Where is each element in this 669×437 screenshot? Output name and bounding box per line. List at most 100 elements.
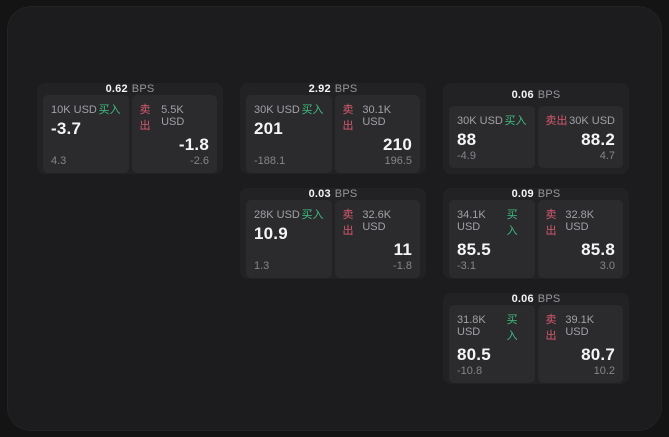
sell-price: 80.7 <box>581 345 615 364</box>
buy-size: 34.1K USD <box>457 209 486 233</box>
sell-tile-header: 卖出 32.6K USD <box>343 206 413 238</box>
buy-price: 88 <box>457 130 477 149</box>
buy-price: 80.5 <box>457 345 491 364</box>
sell-size: 30.1K USD <box>362 104 392 128</box>
spread-value: 2.92 <box>308 83 331 95</box>
sell-size: 39.1K USD <box>565 314 595 338</box>
spread-card: 0.09 BPS 34.1K USD 买入 85.5 -3.1 卖出 32.8K… <box>443 188 629 279</box>
spread-value: 0.06 <box>511 293 534 305</box>
sell-label: 卖出 <box>545 115 568 127</box>
sell-tile-header: 卖出 30.1K USD <box>343 101 413 133</box>
buy-price: 10.9 <box>254 224 288 243</box>
buy-tile-header: 30K USD 买入 <box>254 101 324 117</box>
buy-tile-header: 10K USD 买入 <box>51 101 121 117</box>
spread-value: 0.09 <box>511 188 534 200</box>
buy-tile[interactable]: 34.1K USD 买入 85.5 -3.1 <box>449 200 535 278</box>
buy-size: 30K USD <box>254 104 300 116</box>
sell-label: 卖出 <box>545 209 557 237</box>
sell-tile[interactable]: 卖出 32.8K USD 85.8 3.0 <box>537 200 623 278</box>
buy-label: 买入 <box>504 115 527 127</box>
buy-change: -188.1 <box>254 155 286 167</box>
spread-unit: BPS <box>537 188 561 200</box>
buy-size: 30K USD <box>457 115 503 127</box>
buy-tile-header: 34.1K USD 买入 <box>457 206 527 238</box>
buy-size: 28K USD <box>254 209 300 221</box>
sell-price: 88.2 <box>581 130 615 149</box>
sell-label: 卖出 <box>545 314 557 342</box>
sell-change: 10.2 <box>593 365 615 377</box>
buy-tile-header: 30K USD 买入 <box>457 112 527 128</box>
spread-unit: BPS <box>131 83 155 95</box>
buy-price: -3.7 <box>51 119 82 138</box>
buy-change: -4.9 <box>457 150 476 162</box>
buy-tile[interactable]: 10K USD 买入 -3.7 4.3 <box>43 95 129 173</box>
sell-label: 卖出 <box>139 104 151 132</box>
spread-card: 0.03 BPS 28K USD 买入 10.9 1.3 卖出 32.6K US… <box>240 188 426 279</box>
buy-tile-header: 31.8K USD 买入 <box>457 311 527 343</box>
buy-price: 201 <box>254 119 283 138</box>
buy-change: -3.1 <box>457 260 476 272</box>
spread-unit: BPS <box>537 88 561 101</box>
spread-card: 0.06 BPS 31.8K USD 买入 80.5 -10.8 卖出 39.1… <box>443 293 629 384</box>
spread-header: 0.03 BPS <box>240 188 426 200</box>
sell-price: -1.8 <box>178 135 209 154</box>
spread-card: 2.92 BPS 30K USD 买入 201 -188.1 卖出 30.1K … <box>240 83 426 174</box>
sell-price: 210 <box>383 135 412 154</box>
buy-tile-header: 28K USD 买入 <box>254 206 324 222</box>
app-window: 0.62 BPS 10K USD 买入 -3.7 4.3 卖出 5.5K USD <box>7 6 662 431</box>
buy-tile[interactable]: 30K USD 买入 201 -188.1 <box>246 95 332 173</box>
buy-label: 买入 <box>506 314 518 342</box>
sell-size: 30K USD <box>569 115 615 127</box>
sell-tile[interactable]: 卖出 32.6K USD 11 -1.8 <box>334 200 420 278</box>
spread-value: 0.03 <box>308 188 331 200</box>
sell-label: 卖出 <box>342 104 354 132</box>
sell-change: -2.6 <box>190 155 209 167</box>
sell-tile-header: 卖出 39.1K USD <box>546 311 616 343</box>
buy-change: -10.8 <box>457 365 483 377</box>
spread-header: 2.92 BPS <box>240 83 426 95</box>
sell-tile[interactable]: 卖出 30K USD 88.2 4.7 <box>537 106 623 168</box>
sell-price: 11 <box>393 240 412 259</box>
sell-size: 32.6K USD <box>362 209 392 233</box>
sell-tile[interactable]: 卖出 30.1K USD 210 196.5 <box>334 95 420 173</box>
buy-label: 买入 <box>301 104 324 116</box>
sell-size: 5.5K USD <box>161 104 185 128</box>
sell-tile-header: 卖出 5.5K USD <box>140 101 210 133</box>
spread-header: 0.62 BPS <box>37 83 223 95</box>
spread-header: 0.09 BPS <box>443 188 629 200</box>
quote-grid: 0.62 BPS 10K USD 买入 -3.7 4.3 卖出 5.5K USD <box>37 83 629 384</box>
spread-value: 0.06 <box>511 88 534 101</box>
spread-value: 0.62 <box>105 83 128 95</box>
spread-header: 0.06 BPS <box>443 293 629 305</box>
sell-size: 32.8K USD <box>565 209 595 233</box>
sell-change: 196.5 <box>384 155 412 167</box>
buy-price: 85.5 <box>457 240 491 259</box>
buy-label: 买入 <box>98 104 121 116</box>
sell-label: 卖出 <box>342 209 354 237</box>
quote-tiles: 10K USD 买入 -3.7 4.3 卖出 5.5K USD -1.8 -2.… <box>43 95 217 173</box>
spread-card: 0.62 BPS 10K USD 买入 -3.7 4.3 卖出 5.5K USD <box>37 83 223 174</box>
buy-label: 买入 <box>301 209 324 221</box>
buy-tile[interactable]: 31.8K USD 买入 80.5 -10.8 <box>449 305 535 383</box>
quote-tiles: 31.8K USD 买入 80.5 -10.8 卖出 39.1K USD 80.… <box>449 305 623 383</box>
buy-tile[interactable]: 30K USD 买入 88 -4.9 <box>449 106 535 168</box>
buy-change: 4.3 <box>51 155 67 167</box>
spread-unit: BPS <box>334 83 358 95</box>
spread-unit: BPS <box>334 188 358 200</box>
sell-tile-header: 卖出 32.8K USD <box>546 206 616 238</box>
buy-label: 买入 <box>506 209 518 237</box>
sell-change: 3.0 <box>599 260 615 272</box>
sell-tile[interactable]: 卖出 5.5K USD -1.8 -2.6 <box>131 95 217 173</box>
quote-tiles: 30K USD 买入 201 -188.1 卖出 30.1K USD 210 1… <box>246 95 420 173</box>
sell-tile[interactable]: 卖出 39.1K USD 80.7 10.2 <box>537 305 623 383</box>
buy-tile[interactable]: 28K USD 买入 10.9 1.3 <box>246 200 332 278</box>
sell-tile-header: 卖出 30K USD <box>546 112 616 128</box>
spread-header: 0.06 BPS <box>443 83 629 106</box>
quote-tiles: 28K USD 买入 10.9 1.3 卖出 32.6K USD 11 -1.8 <box>246 200 420 278</box>
sell-change: -1.8 <box>393 260 412 272</box>
buy-size: 31.8K USD <box>457 314 486 338</box>
buy-change: 1.3 <box>254 260 270 272</box>
sell-price: 85.8 <box>581 240 615 259</box>
quote-tiles: 34.1K USD 买入 85.5 -3.1 卖出 32.8K USD 85.8… <box>449 200 623 278</box>
spread-unit: BPS <box>537 293 561 305</box>
